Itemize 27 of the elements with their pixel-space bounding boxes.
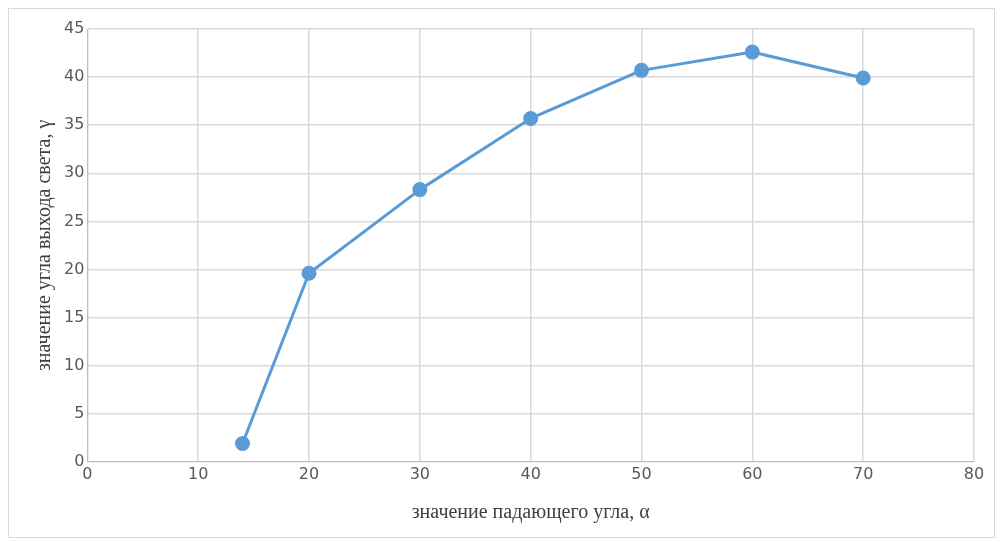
x-tick-label: 20 [298,463,320,483]
y-tick-label: 35 [64,114,85,134]
y-tick-label: 10 [64,354,85,374]
x-tick-label: 30 [409,463,431,483]
x-tick-label: 80 [963,463,985,483]
point [744,44,760,60]
y-tick-label: 5 [74,402,85,422]
point [235,436,251,452]
y-tick-label: 20 [64,258,85,278]
x-tick-label: 60 [742,463,763,483]
point [523,110,539,126]
x-tick-label: 10 [188,463,209,483]
x-tick-label: 40 [520,463,541,483]
point [301,265,317,281]
point [634,62,650,78]
y-tick-label: 40 [64,66,85,86]
point [412,182,428,198]
x-tick-label: 70 [852,463,874,483]
y-tick-label: 0 [74,450,85,470]
y-axis-title: значение угла выхода света, γ [32,119,56,372]
x-tick-label: 50 [631,463,652,483]
y-tick-label: 30 [64,162,85,182]
x-axis-title: значение падающего угла, α [411,500,651,524]
y-tick-label: 25 [64,210,85,230]
y-tick-label: 15 [64,306,85,326]
y-tick-label: 45 [64,18,85,38]
point [855,70,871,86]
